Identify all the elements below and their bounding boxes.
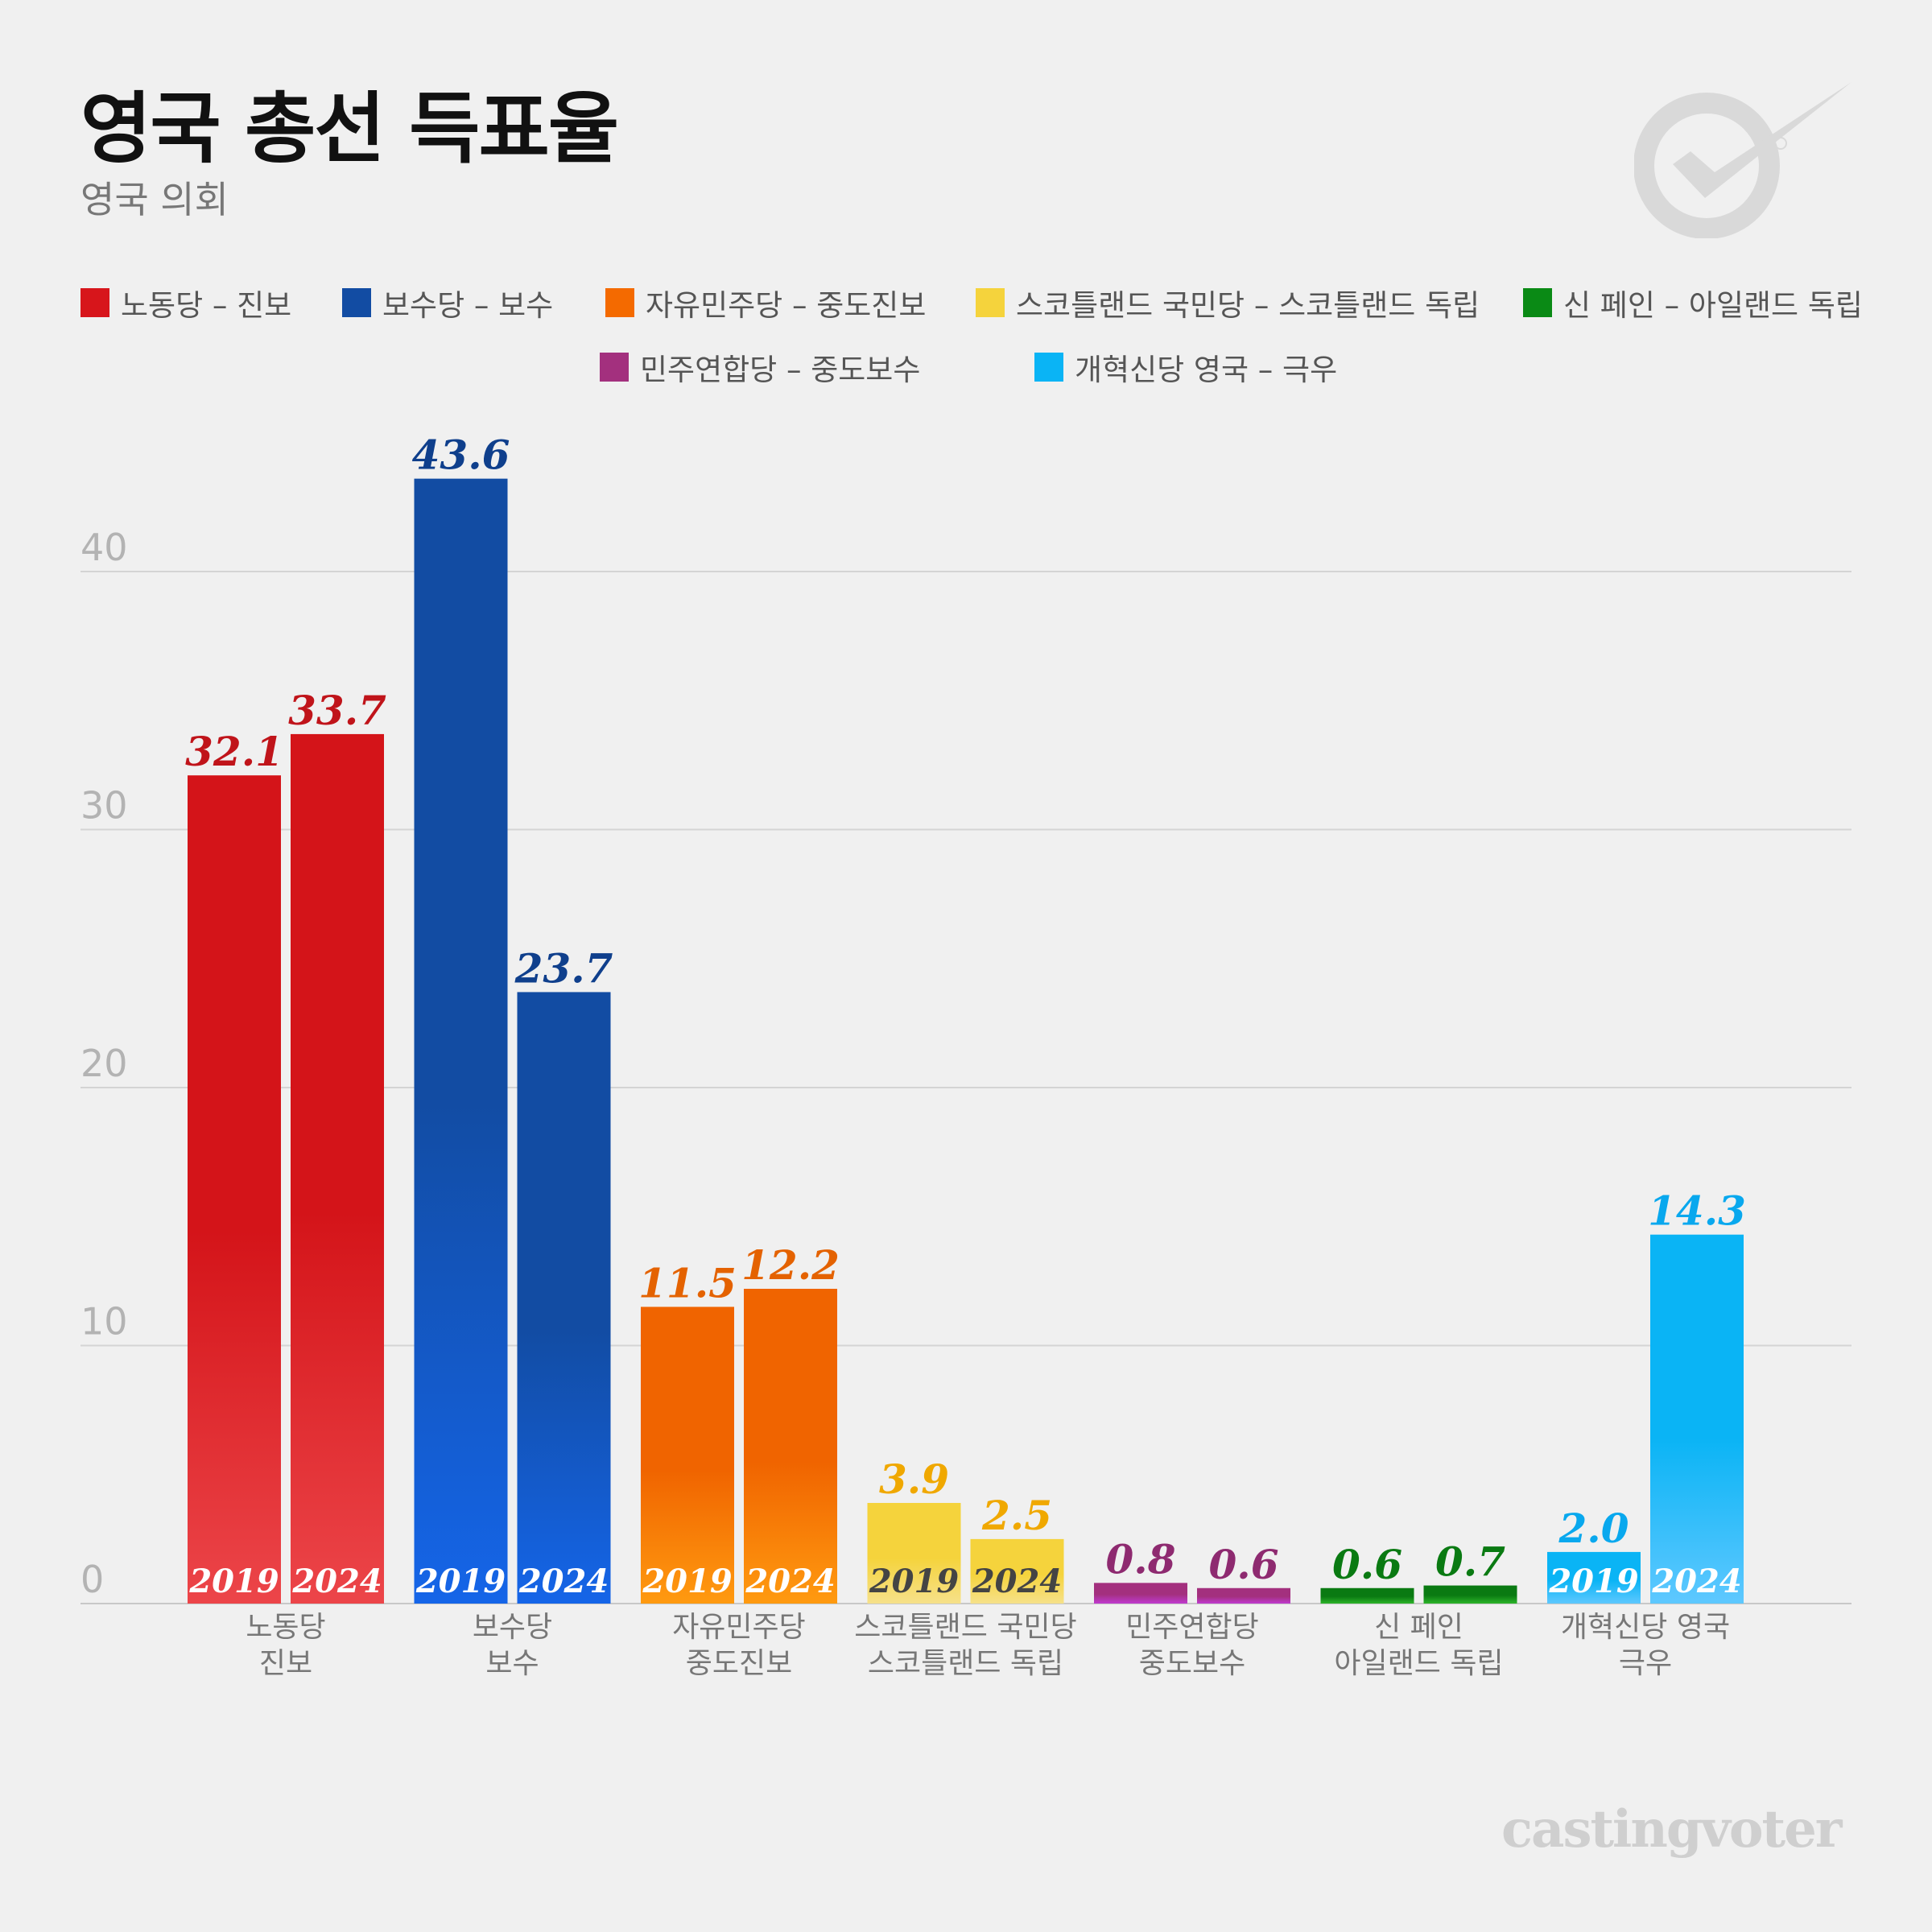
bar-year-label: 2024 bbox=[745, 1563, 835, 1600]
bar-year-label: 2024 bbox=[291, 1563, 382, 1600]
bar bbox=[188, 775, 281, 1604]
data-label: 23.7 bbox=[514, 944, 613, 992]
checkmark-circle-icon bbox=[1634, 82, 1852, 238]
bar bbox=[1547, 1551, 1641, 1604]
data-label: 0.6 bbox=[1209, 1541, 1279, 1588]
bar-year-label: 2019 bbox=[1548, 1563, 1638, 1600]
data-label: 0.8 bbox=[1106, 1535, 1176, 1583]
x-tick-label: 중도보수 bbox=[1139, 1647, 1245, 1680]
data-label: 0.7 bbox=[1435, 1538, 1505, 1586]
data-label: 11.5 bbox=[638, 1259, 737, 1307]
x-tick-label: 개혁신당 영국 bbox=[1561, 1611, 1730, 1644]
bar bbox=[1094, 1583, 1187, 1604]
x-tick-label: 노동당 bbox=[246, 1611, 325, 1644]
x-tick-label: 극우 bbox=[1619, 1647, 1672, 1680]
brand-logo: castingvoter bbox=[1501, 1799, 1842, 1860]
bar-year-label: 2019 bbox=[188, 1563, 279, 1600]
data-label: 33.7 bbox=[288, 687, 386, 734]
x-tick-label: 아일랜드 독립 bbox=[1334, 1647, 1503, 1680]
bar bbox=[1320, 1587, 1414, 1604]
bar bbox=[641, 1307, 734, 1604]
data-label: 0.6 bbox=[1332, 1541, 1402, 1588]
x-tick-label: 보수 bbox=[485, 1647, 539, 1680]
bar bbox=[291, 733, 384, 1604]
bar bbox=[1423, 1585, 1517, 1604]
data-label: 43.6 bbox=[412, 431, 510, 479]
bar-year-label: 2019 bbox=[869, 1563, 959, 1600]
bar-year-label: 2019 bbox=[415, 1563, 506, 1600]
bar bbox=[867, 1503, 961, 1604]
data-label: 2.5 bbox=[981, 1492, 1052, 1539]
x-tick-label: 자유민주당 bbox=[672, 1611, 806, 1644]
bar-year-label: 2024 bbox=[518, 1563, 609, 1600]
page-title: 영국 총선 득표율 bbox=[80, 84, 619, 174]
bar-year-label: 2019 bbox=[642, 1563, 732, 1600]
bar bbox=[414, 478, 508, 1604]
x-tick-label: 스코틀랜드 독립 bbox=[868, 1647, 1063, 1680]
x-tick-label: 민주연합당 bbox=[1125, 1611, 1259, 1644]
y-tick-label: 10 bbox=[80, 1300, 128, 1344]
x-tick-label: 진보 bbox=[259, 1647, 312, 1680]
y-tick-label: 30 bbox=[80, 784, 128, 828]
y-tick-label: 20 bbox=[80, 1042, 128, 1085]
bar-year-label: 2024 bbox=[972, 1563, 1062, 1600]
x-tick-label: 신 페인 bbox=[1374, 1611, 1463, 1644]
bar bbox=[744, 1288, 837, 1604]
bar-year-label: 2024 bbox=[1651, 1563, 1741, 1600]
data-label: 12.2 bbox=[741, 1241, 840, 1289]
data-label: 2.0 bbox=[1558, 1505, 1629, 1552]
page-subtitle: 영국 의회 bbox=[80, 178, 229, 221]
data-label: 3.9 bbox=[879, 1455, 949, 1503]
bar bbox=[970, 1538, 1064, 1604]
bar bbox=[517, 992, 611, 1604]
data-label: 14.3 bbox=[1648, 1187, 1746, 1235]
y-tick-label: 0 bbox=[80, 1558, 104, 1601]
bar bbox=[1650, 1234, 1744, 1604]
x-tick-label: 보수당 bbox=[473, 1611, 552, 1644]
x-tick-label: 중도진보 bbox=[686, 1647, 792, 1680]
bar bbox=[1197, 1587, 1290, 1604]
x-tick-label: 스코틀랜드 국민당 bbox=[854, 1611, 1076, 1644]
data-label: 32.1 bbox=[185, 728, 283, 775]
y-tick-label: 40 bbox=[80, 526, 128, 569]
